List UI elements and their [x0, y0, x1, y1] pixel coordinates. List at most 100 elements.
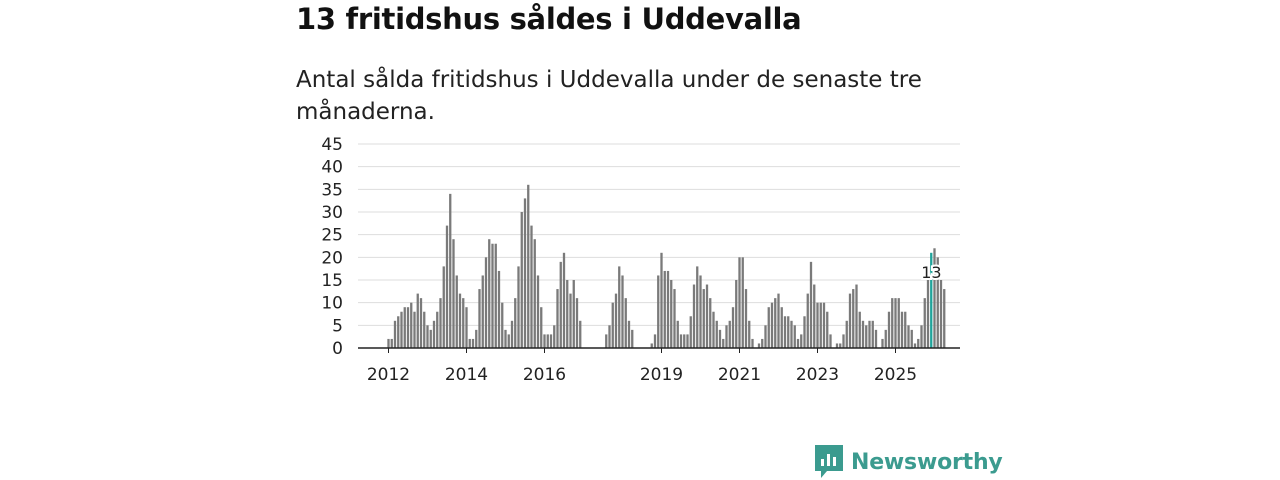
bar: [449, 193, 452, 348]
bar: [413, 311, 416, 348]
bar: [455, 275, 458, 348]
bar: [569, 293, 572, 348]
bar: [852, 289, 855, 348]
bar: [540, 307, 543, 348]
bar: [556, 289, 559, 348]
bar: [728, 320, 731, 348]
y-tick-label: 5: [332, 316, 343, 336]
y-tick-label: 20: [321, 248, 343, 268]
brand-name: Newsworthy: [851, 449, 1003, 475]
x-axis-ticks: 2012 2014 2016 2019 2021 2023 2025: [367, 348, 917, 385]
bar: [920, 325, 923, 348]
bar: [738, 257, 741, 348]
bar: [936, 257, 939, 348]
bar: [767, 307, 770, 348]
bar: [387, 338, 390, 348]
bar: [933, 248, 936, 348]
bar: [926, 266, 930, 348]
bar: [657, 275, 660, 348]
bar: [494, 243, 497, 348]
bar: [829, 334, 832, 348]
bar: [842, 334, 845, 348]
bar: [627, 320, 631, 348]
bar: [523, 198, 527, 348]
bar: [416, 293, 419, 348]
bar: [390, 338, 393, 348]
bar: [676, 320, 679, 348]
bar: [705, 284, 709, 348]
y-tick-label: 25: [321, 226, 343, 246]
bar: [894, 298, 897, 348]
bar: [533, 239, 536, 348]
bar: [718, 329, 722, 348]
bar: [790, 320, 793, 348]
bar: [702, 289, 705, 348]
bar-highlight: [930, 252, 933, 348]
bar: [497, 270, 501, 348]
bar: [835, 343, 839, 348]
bar: [884, 329, 887, 348]
bar: [861, 320, 865, 348]
bar: [458, 293, 462, 348]
bar: [575, 298, 579, 348]
y-tick-label: 30: [321, 203, 343, 223]
bar: [800, 334, 803, 348]
bar: [761, 338, 764, 348]
bar: [536, 275, 540, 348]
y-tick-label: 35: [321, 180, 343, 200]
bar: [546, 334, 549, 348]
bar: [673, 289, 676, 348]
bars: [387, 184, 946, 348]
newsworthy-logo-icon: [815, 445, 843, 478]
bar: [848, 293, 852, 348]
bar: [429, 329, 432, 348]
bar: [579, 320, 582, 348]
bar: [504, 329, 507, 348]
bar: [618, 266, 621, 348]
bar: [803, 316, 806, 348]
bar: [839, 343, 842, 348]
bar: [819, 302, 822, 348]
bar: [465, 307, 468, 348]
bar: [845, 320, 848, 348]
bar: [683, 334, 686, 348]
bar: [904, 311, 907, 348]
bar: [913, 343, 917, 348]
x-tick-label: 2016: [523, 365, 566, 385]
bar: [653, 334, 657, 348]
bar: [562, 252, 566, 348]
bar: [462, 298, 465, 348]
bar: [770, 302, 774, 348]
bar: [858, 311, 861, 348]
bar: [777, 293, 780, 348]
bar: [939, 280, 943, 348]
bar: [748, 320, 751, 348]
bar: [686, 334, 689, 348]
bar: [439, 298, 442, 348]
bar: [419, 298, 423, 348]
x-tick-label: 2025: [874, 365, 917, 385]
value-label: 13: [921, 263, 941, 282]
x-tick-label: 2023: [796, 365, 839, 385]
bar: [887, 311, 891, 348]
bar: [757, 343, 761, 348]
bar: [608, 325, 611, 348]
bar: [709, 298, 712, 348]
bar: [722, 338, 725, 348]
newsworthy-brand: Newsworthy: [815, 445, 1003, 479]
bar: [572, 280, 575, 348]
bar: [426, 325, 429, 348]
bar: [679, 334, 683, 348]
bar: [614, 293, 618, 348]
bar: [910, 329, 913, 348]
chart-title: 13 fritidshus såldes i Uddevalla: [296, 2, 802, 36]
bar: [751, 338, 754, 348]
bar: [712, 311, 715, 348]
bar: [406, 307, 410, 348]
bar: [715, 320, 718, 348]
bar: [809, 261, 813, 348]
bar: [907, 325, 910, 348]
bar: [445, 225, 449, 348]
bar: [403, 307, 406, 348]
